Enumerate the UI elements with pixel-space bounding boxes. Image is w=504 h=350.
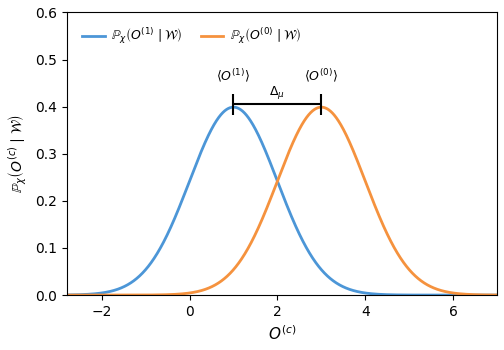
$\mathbb{P}_{\chi}\left(O^{(1)} \mid \mathcal{W}\right)$ <box>268 161 274 165</box>
$\mathbb{P}_{\chi}\left(O^{(1)} \mid \mathcal{W}\right)$ <box>11 293 17 297</box>
Text: $\langle O^{(1)} \rangle$: $\langle O^{(1)} \rangle$ <box>216 68 250 85</box>
$\mathbb{P}_{\chi}\left(O^{(1)} \mid \mathcal{W}\right)$ <box>426 293 432 297</box>
$\mathbb{P}_{\chi}\left(O^{(0)} \mid \mathcal{W}\right)$ <box>11 293 17 297</box>
$\mathbb{P}_{\chi}\left(O^{(0)} \mid \mathcal{W}\right)$ <box>319 105 325 109</box>
$\mathbb{P}_{\chi}\left(O^{(1)} \mid \mathcal{W}\right)$ <box>254 129 260 133</box>
$\mathbb{P}_{\chi}\left(O^{(0)} \mid \mathcal{W}\right)$ <box>253 230 259 235</box>
$\mathbb{P}_{\chi}\left(O^{(1)} \mid \mathcal{W}\right)$ <box>230 105 236 109</box>
Y-axis label: $\mathbb{P}_{\chi}\left(O^{(c)} \mid \mathcal{W}\right)$: $\mathbb{P}_{\chi}\left(O^{(c)} \mid \ma… <box>7 114 29 193</box>
Text: $\Delta_{\mu}$: $\Delta_{\mu}$ <box>270 84 285 100</box>
X-axis label: $O^{(c)}$: $O^{(c)}$ <box>268 324 296 343</box>
$\mathbb{P}_{\chi}\left(O^{(0)} \mid \mathcal{W}\right)$ <box>38 293 44 297</box>
$\mathbb{P}_{\chi}\left(O^{(1)} \mid \mathcal{W}\right)$ <box>38 293 44 297</box>
Line: $\mathbb{P}_{\chi}\left(O^{(0)} \mid \mathcal{W}\right)$: $\mathbb{P}_{\chi}\left(O^{(0)} \mid \ma… <box>14 107 504 295</box>
Text: $\langle O^{(0)} \rangle$: $\langle O^{(0)} \rangle$ <box>304 68 338 85</box>
$\mathbb{P}_{\chi}\left(O^{(0)} \mid \mathcal{W}\right)$ <box>267 198 273 202</box>
Legend: $\mathbb{P}_{\chi}\left(O^{(1)} \mid \mathcal{W}\right)$, $\mathbb{P}_{\chi}\lef: $\mathbb{P}_{\chi}\left(O^{(1)} \mid \ma… <box>77 21 306 51</box>
Line: $\mathbb{P}_{\chi}\left(O^{(1)} \mid \mathcal{W}\right)$: $\mathbb{P}_{\chi}\left(O^{(1)} \mid \ma… <box>14 107 504 295</box>
$\mathbb{P}_{\chi}\left(O^{(0)} \mid \mathcal{W}\right)$ <box>426 284 432 288</box>
